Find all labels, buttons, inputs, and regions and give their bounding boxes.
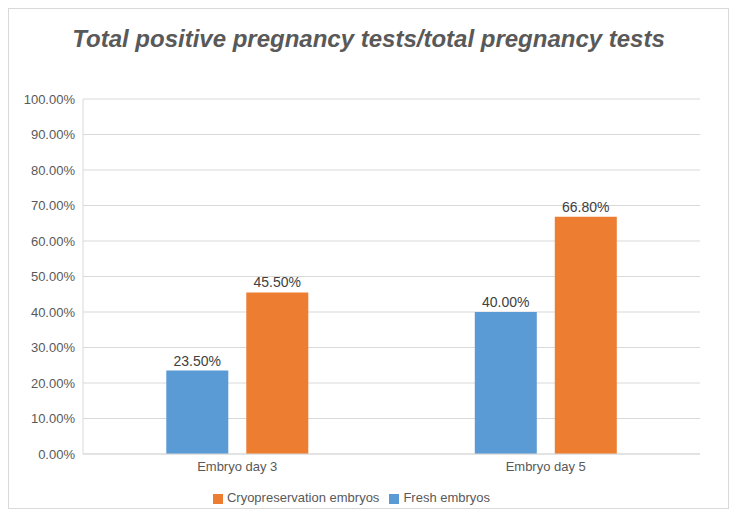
svg-text:100.00%: 100.00% — [24, 92, 76, 107]
svg-text:20.00%: 20.00% — [31, 376, 76, 391]
svg-text:23.50%: 23.50% — [174, 353, 221, 369]
html-text:Cryopreservation embryos: Cryopreservation embryos — [226, 490, 380, 505]
svg-text:30.00%: 30.00% — [31, 340, 76, 355]
svg-text:80.00%: 80.00% — [31, 163, 76, 178]
html-text:Fresh embryos: Fresh embryos — [403, 490, 491, 505]
svg-text:40.00%: 40.00% — [482, 294, 529, 310]
svg-text:50.00%: 50.00% — [31, 269, 76, 284]
svg-text:90.00%: 90.00% — [31, 127, 76, 142]
svg-text:Embryo day 3: Embryo day 3 — [197, 459, 277, 474]
svg-text:40.00%: 40.00% — [31, 305, 76, 320]
svg-text:70.00%: 70.00% — [31, 198, 76, 213]
svg-text:60.00%: 60.00% — [31, 234, 76, 249]
svg-text:66.80%: 66.80% — [562, 199, 609, 215]
svg-text:10.00%: 10.00% — [31, 411, 76, 426]
html-text:Total positive pregnancy tests: Total positive pregnancy tests/total pre… — [72, 25, 665, 52]
svg-text:0.00%: 0.00% — [38, 447, 75, 462]
svg-text:45.50%: 45.50% — [254, 274, 301, 290]
svg-text:Embryo day 5: Embryo day 5 — [506, 459, 586, 474]
